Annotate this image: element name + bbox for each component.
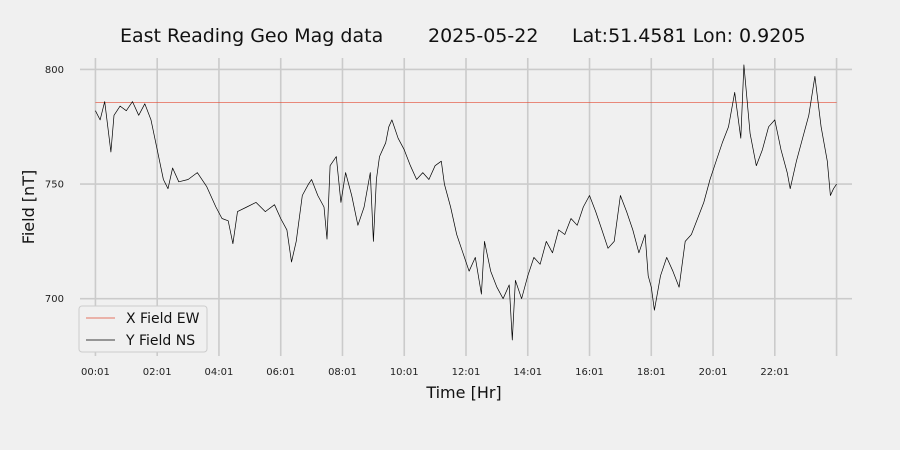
legend-label-x-field-ew: X Field EW: [126, 311, 200, 327]
y-tick-label: 800: [45, 65, 64, 76]
grid: [80, 58, 852, 356]
x-tick-label: 04:01: [205, 367, 234, 378]
series-line-y-field-ns: [95, 64, 837, 341]
y-tick-label: 750: [45, 180, 64, 191]
x-tick-label: 12:01: [452, 367, 481, 378]
x-tick-label: 00:01: [81, 367, 110, 378]
title-date: 2025-05-22: [428, 25, 538, 47]
tick-labels: 00:01 02:01 04:01 06:01 08:01 10:01 12:01 14:01…: [45, 65, 789, 378]
x-tick-label: 14:01: [513, 367, 542, 378]
x-axis-label: Time [Hr]: [425, 383, 501, 402]
x-tick-label: 22:01: [760, 367, 789, 378]
x-tick-label: 18:01: [637, 367, 666, 378]
y-axis-label: Field [nT]: [19, 170, 38, 244]
legend: X Field EW Y Field NS: [78, 305, 208, 353]
x-tick-label: 20:01: [699, 367, 728, 378]
x-tick-label: 08:01: [328, 367, 357, 378]
x-tick-label: 06:01: [266, 367, 295, 378]
x-tick-label: 16:01: [575, 367, 604, 378]
series-layer: [95, 64, 837, 341]
y-tick-label: 700: [45, 294, 64, 305]
x-tick-label: 02:01: [143, 367, 172, 378]
title-location: Lat:51.4581 Lon: 0.9205: [572, 25, 806, 47]
x-tick-label: 10:01: [390, 367, 419, 378]
legend-box: [78, 305, 208, 353]
legend-label-y-field-ns: Y Field NS: [125, 333, 195, 349]
title-station: East Reading Geo Mag data: [120, 25, 383, 47]
